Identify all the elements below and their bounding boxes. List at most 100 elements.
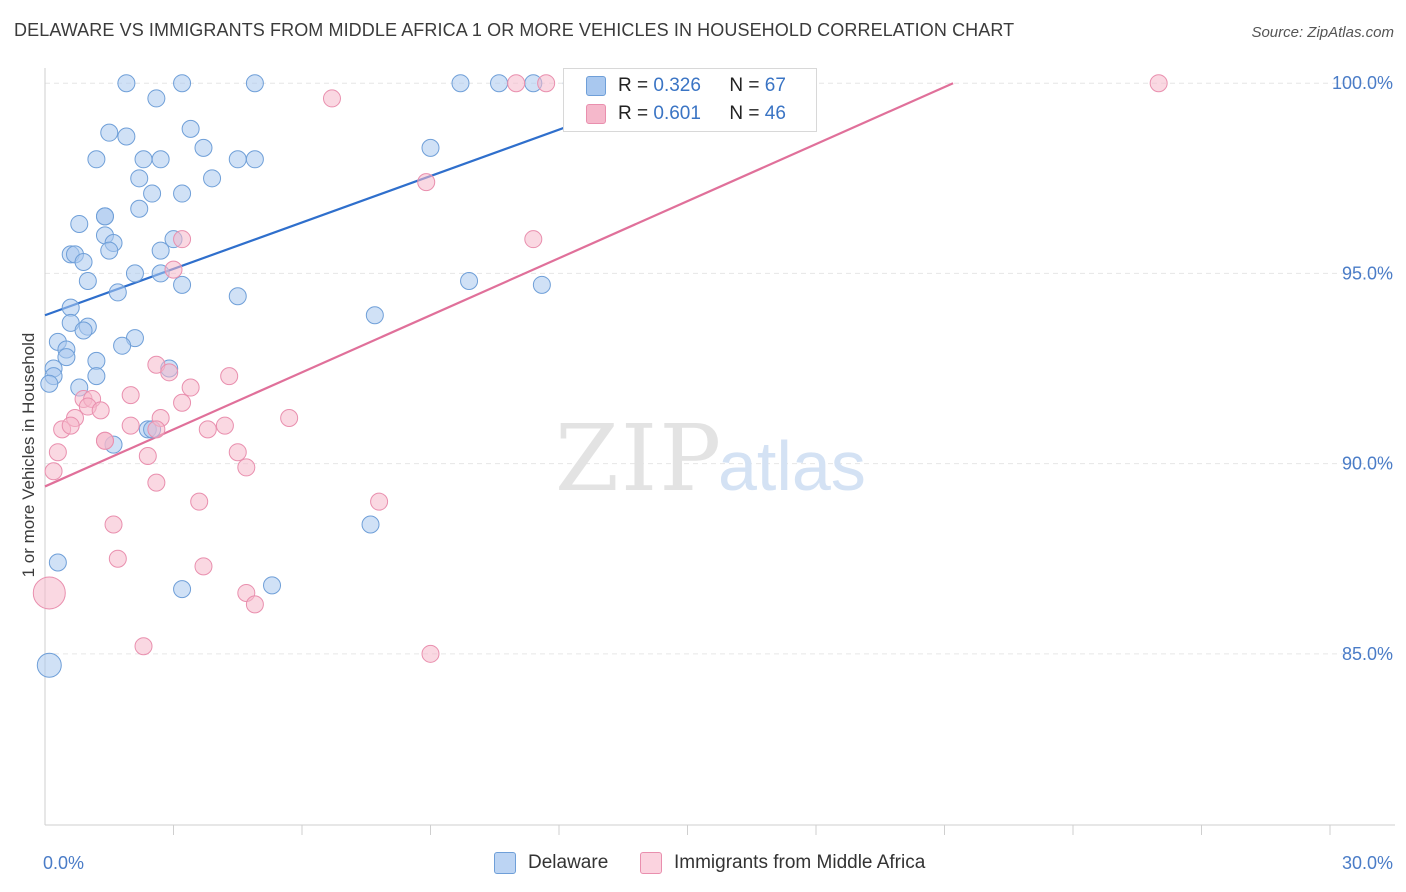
n-label: N = (729, 103, 765, 124)
legend-item-delaware[interactable]: Delaware (494, 852, 608, 874)
r-value-delaware: 0.326 (653, 75, 701, 96)
delaware-point (361, 515, 380, 534)
immigrants-point (121, 416, 140, 435)
watermark-atlas: atlas (718, 427, 866, 505)
watermark: ZIP atlas (555, 405, 866, 512)
immigrants-point (322, 89, 341, 108)
delaware-point (36, 652, 62, 678)
delaware-point (151, 150, 170, 169)
n-value-delaware: 67 (764, 75, 786, 96)
delaware-point (151, 241, 170, 260)
immigrants-point (280, 408, 299, 427)
delaware-point (245, 74, 264, 93)
immigrants-point (32, 576, 66, 610)
legend-row-immigrants: R = 0.601 N = 46 (586, 100, 786, 128)
immigrants-point (220, 367, 239, 386)
y-tick-label: 95.0% (1342, 263, 1393, 283)
immigrants-point (190, 492, 209, 511)
immigrants-point (138, 447, 157, 466)
delaware-point (532, 275, 551, 294)
delaware-point (95, 207, 114, 226)
delaware-point (100, 241, 119, 260)
delaware-point (117, 127, 136, 146)
delaware-point (134, 150, 153, 169)
immigrants-point (44, 462, 63, 481)
immigrants-point (198, 420, 217, 439)
immigrants-point (134, 637, 153, 656)
immigrants-point (108, 549, 127, 568)
immigrants-point (194, 557, 213, 576)
legend-row-delaware: R = 0.326 N = 67 (586, 72, 786, 100)
delaware-point (263, 576, 282, 595)
immigrants-point (173, 230, 192, 249)
immigrants-point (417, 173, 436, 192)
delaware-point (173, 580, 192, 599)
r-label: R = (618, 103, 654, 124)
immigrants-swatch (586, 104, 606, 124)
legend-item-immigrants[interactable]: Immigrants from Middle Africa (640, 852, 925, 874)
immigrants-point (164, 260, 183, 279)
delaware-point (203, 169, 222, 188)
n-label: N = (729, 75, 765, 96)
axes (44, 68, 1395, 835)
delaware-point (70, 214, 89, 233)
immigrants-point (245, 595, 264, 614)
delaware-point (87, 367, 106, 386)
delaware-point (490, 74, 509, 93)
delaware-point (365, 306, 384, 325)
delaware-point (48, 553, 67, 572)
immigrants-point (147, 420, 166, 439)
immigrants-point (237, 458, 256, 477)
r-value-immigrants: 0.601 (653, 103, 701, 124)
immigrants-legend-swatch (640, 852, 662, 874)
delaware-point (87, 150, 106, 169)
delaware-point (100, 123, 119, 142)
delaware-point (173, 74, 192, 93)
delaware-point (194, 138, 213, 157)
stats-legend: R = 0.326 N = 67 R = 0.601 N = 46 (563, 68, 817, 132)
immigrants-point (173, 393, 192, 412)
delaware-point (113, 336, 132, 355)
delaware-point (117, 74, 136, 93)
immigrants-point (1149, 74, 1168, 93)
delaware-point (173, 275, 192, 294)
delaware-point (245, 150, 264, 169)
delaware-point (125, 264, 144, 283)
chart-title: DELAWARE VS IMMIGRANTS FROM MIDDLE AFRIC… (14, 20, 1015, 40)
delaware-point (78, 272, 97, 291)
watermark-zip: ZIP (555, 405, 723, 512)
immigrants-point (181, 378, 200, 397)
source-label: Source: ZipAtlas.com (1251, 24, 1394, 41)
delaware-legend-swatch (494, 852, 516, 874)
immigrants-legend-label: Immigrants from Middle Africa (674, 852, 926, 873)
immigrants-point (95, 431, 114, 450)
immigrants-point (370, 492, 389, 511)
delaware-point (460, 272, 479, 291)
delaware-point (130, 169, 149, 188)
immigrants-point (537, 74, 556, 93)
delaware-point (143, 184, 162, 203)
delaware-point (147, 89, 166, 108)
delaware-point (130, 199, 149, 218)
x-tick-label: 0.0% (43, 853, 84, 873)
delaware-point (173, 184, 192, 203)
delaware-point (181, 119, 200, 138)
immigrants-point (61, 416, 80, 435)
delaware-point (61, 298, 80, 317)
delaware-swatch (586, 76, 606, 96)
immigrants-point (524, 230, 543, 249)
delaware-point (421, 138, 440, 157)
immigrants-point (48, 443, 67, 462)
y-tick-label: 90.0% (1342, 454, 1393, 474)
delaware-point (451, 74, 470, 93)
delaware-point (74, 253, 93, 272)
data-points (32, 74, 1168, 678)
y-axis-label: 1 or more Vehicles in Household (19, 333, 38, 578)
y-tick-label: 100.0% (1332, 73, 1393, 93)
x-tick-label: 30.0% (1342, 853, 1393, 873)
tick-labels: 85.0% 90.0% 95.0% 100.0% 0.0% 30.0% (43, 73, 1393, 873)
delaware-point (87, 351, 106, 370)
y-tick-label: 85.0% (1342, 644, 1393, 664)
immigrants-point (160, 363, 179, 382)
